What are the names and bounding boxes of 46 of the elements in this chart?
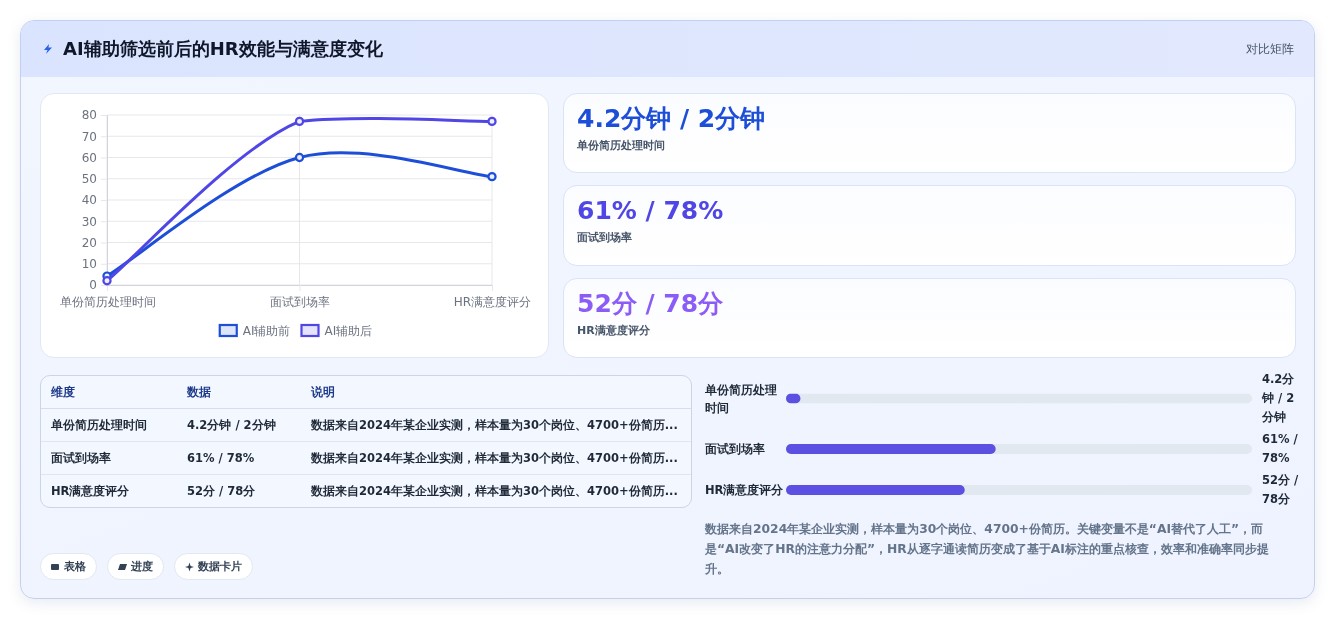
y-tick-label: HR满意度评分 (705, 482, 785, 499)
y-tick-label: 10 (81, 257, 97, 272)
legend-label: AI辅助前 (242, 324, 291, 338)
text: 52分 / 78分 (187, 483, 256, 498)
text: 数据来自2024年某企业实测，样本量为30个岗位、4700+份简历。关键变量不是“AI替代了人工”，而是“AI改变了HR的注意力分配”，HR从逐字通读简历变成了基于AI标注的重点核查，效率和准确率同步提升。 (705, 521, 1270, 578)
y-tick-label: 单份简历处理时间 (705, 381, 778, 416)
data-label: 4.2分钟 / 2分钟 (1262, 370, 1296, 426)
y-tick-label: 30 (81, 214, 97, 229)
legend-label: AI辅助后 (324, 324, 373, 338)
text: 61% / 78% (187, 451, 255, 465)
text: 61% / 78% (577, 196, 724, 226)
point (294, 116, 305, 127)
data-label: 52分 / 78分 (1262, 472, 1300, 508)
text: 数据来自2024年某企业实测，样本量为30个岗位、4700+份简历... (311, 450, 678, 465)
y-tick-label: 40 (81, 193, 97, 208)
category-label: 单份简历处理时间 (51, 417, 147, 432)
category-label: 面试到场率 (577, 231, 632, 246)
x-tick-label: HR满意度评分 (453, 294, 532, 309)
text: 52分 / 78分 (577, 288, 724, 318)
category-label: 单份简历处理时间 (577, 139, 665, 153)
tag: 数据卡片 (174, 553, 253, 580)
y-tick-label: 70 (81, 129, 97, 144)
y-tick-label: 0 (89, 278, 97, 293)
category-label: 说明 (301, 376, 691, 409)
y-tick-label: 50 (81, 172, 97, 187)
x-tick-label: 面试到场率 (270, 294, 330, 309)
text: 数据来自2024年某企业实测，样本量为30个岗位、4700+份简历... (311, 417, 678, 432)
category-label: 数据 (177, 376, 301, 409)
point (487, 116, 497, 127)
tag: 表格 (40, 553, 97, 580)
point (487, 171, 497, 182)
text: AI辅助筛选前后的HR效能与满意度变化 (63, 37, 383, 61)
y-tick-label: 20 (81, 235, 97, 250)
x-tick-label: 单份简历处理时间 (59, 294, 156, 309)
data-label: 61% / 78% (1262, 431, 1299, 467)
y-tick-label: 80 (81, 108, 97, 123)
text: 4.2分钟 / 2分钟 (577, 104, 766, 133)
text: 数据来自2024年某企业实测，样本量为30个岗位、4700+份简历... (311, 483, 678, 498)
y-tick-label: 面试到场率 (705, 441, 766, 458)
category-label: HR满意度评分 (577, 323, 650, 338)
y-tick-label: 60 (81, 150, 97, 165)
category-label: 维度 (41, 376, 177, 409)
text: 4.2分钟 / 2分钟 (187, 417, 276, 432)
tag: 进度 (107, 553, 164, 580)
text: 对比矩阵 (1246, 41, 1294, 58)
point (294, 152, 305, 163)
